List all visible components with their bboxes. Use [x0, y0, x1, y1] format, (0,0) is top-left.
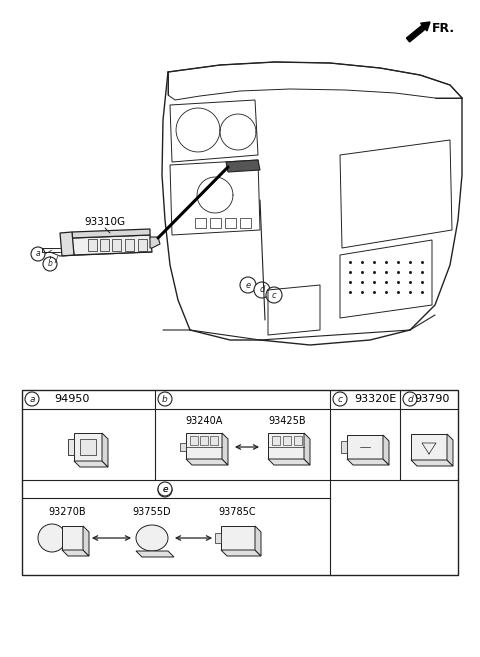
Polygon shape — [186, 459, 228, 465]
Polygon shape — [62, 550, 89, 556]
Circle shape — [254, 282, 270, 298]
Polygon shape — [83, 526, 89, 556]
Polygon shape — [72, 229, 150, 238]
Text: FR.: FR. — [432, 22, 455, 35]
Polygon shape — [210, 436, 218, 445]
Text: d: d — [407, 394, 413, 403]
Text: 94950: 94950 — [54, 394, 90, 404]
Polygon shape — [74, 433, 102, 461]
Polygon shape — [347, 459, 389, 465]
Circle shape — [403, 392, 417, 406]
Polygon shape — [411, 434, 447, 460]
Polygon shape — [72, 235, 152, 255]
Polygon shape — [255, 526, 261, 556]
Text: 93755D: 93755D — [132, 507, 171, 517]
Polygon shape — [294, 436, 302, 445]
Circle shape — [158, 392, 172, 406]
Polygon shape — [186, 433, 222, 459]
Text: 93320E: 93320E — [354, 394, 396, 404]
Polygon shape — [447, 434, 453, 466]
Polygon shape — [112, 239, 121, 251]
Text: b: b — [48, 260, 52, 269]
Polygon shape — [222, 433, 228, 465]
Polygon shape — [283, 436, 291, 445]
Polygon shape — [150, 237, 160, 248]
Text: e: e — [245, 281, 251, 290]
Text: c: c — [337, 394, 343, 403]
Circle shape — [31, 247, 45, 261]
Polygon shape — [74, 461, 108, 467]
Polygon shape — [411, 460, 453, 466]
Polygon shape — [138, 239, 147, 251]
Text: b: b — [162, 394, 168, 403]
Polygon shape — [268, 433, 304, 459]
Polygon shape — [68, 439, 74, 455]
Circle shape — [38, 524, 66, 552]
Polygon shape — [102, 433, 108, 467]
Text: d: d — [259, 286, 264, 294]
Polygon shape — [125, 239, 134, 251]
Circle shape — [158, 483, 172, 497]
Text: 93240A: 93240A — [185, 416, 223, 426]
Text: e: e — [162, 484, 168, 493]
Polygon shape — [304, 433, 310, 465]
Polygon shape — [221, 550, 261, 556]
Polygon shape — [268, 459, 310, 465]
Circle shape — [25, 392, 39, 406]
Polygon shape — [383, 435, 389, 465]
Polygon shape — [62, 526, 83, 550]
Polygon shape — [80, 439, 96, 455]
Ellipse shape — [136, 525, 168, 551]
Polygon shape — [60, 232, 74, 256]
Text: a: a — [36, 250, 40, 258]
Circle shape — [333, 392, 347, 406]
Polygon shape — [341, 441, 347, 453]
Text: 93310G: 93310G — [84, 217, 126, 227]
Polygon shape — [226, 160, 260, 172]
Text: 93425B: 93425B — [268, 416, 306, 426]
Polygon shape — [100, 239, 109, 251]
Polygon shape — [200, 436, 208, 445]
Circle shape — [266, 287, 282, 303]
Polygon shape — [136, 551, 174, 557]
Circle shape — [240, 277, 256, 293]
Text: 93785C: 93785C — [218, 507, 256, 517]
FancyArrow shape — [407, 22, 430, 42]
Circle shape — [43, 257, 57, 271]
Text: e: e — [162, 486, 168, 495]
Polygon shape — [88, 239, 97, 251]
Polygon shape — [180, 443, 186, 451]
Text: 93270B: 93270B — [48, 507, 86, 517]
Circle shape — [158, 482, 172, 496]
Polygon shape — [190, 436, 198, 445]
Polygon shape — [272, 436, 280, 445]
Polygon shape — [347, 435, 383, 459]
Polygon shape — [221, 526, 255, 550]
Text: 93790: 93790 — [414, 394, 450, 404]
Text: a: a — [29, 394, 35, 403]
Polygon shape — [215, 533, 221, 543]
Text: c: c — [272, 290, 276, 300]
